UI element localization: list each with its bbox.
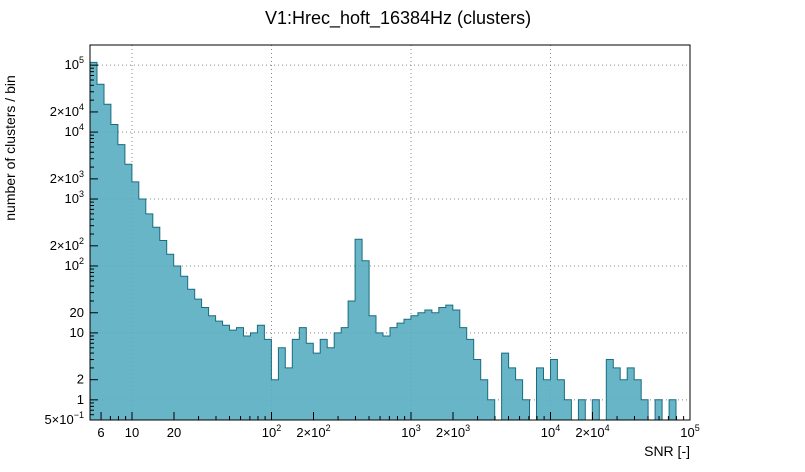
y-tick-label: 5×10−1 [44, 410, 84, 427]
plot-frame [89, 44, 691, 421]
y-tick-label: 2×102 [50, 236, 84, 253]
histogram-bars [89, 61, 690, 421]
y-tick-label: 1 [77, 392, 84, 407]
chart-layer: 6 10 20 102 2×102 103 2×103 104 2×104 1055×10−112… [44, 44, 700, 440]
y-tick-label: 10 [70, 325, 84, 340]
x-tick-label: 102 [262, 423, 281, 440]
y-axis-title: number of clusters / bin [2, 75, 18, 221]
x-tick-label: 104 [541, 423, 560, 440]
x-tick-label: 20 [167, 425, 181, 440]
plot-title: V1:Hrec_hoft_16384Hz (clusters) [265, 8, 531, 29]
y-tick-label: 2×104 [50, 102, 84, 119]
x-tick-label: 2×104 [575, 423, 609, 440]
y-tick-label: 20 [70, 305, 84, 320]
x-axis-title: SNR [-] [644, 443, 690, 459]
x-tick-label: 10 [125, 425, 139, 440]
x-tick-label: 103 [401, 423, 420, 440]
x-tick-label: 6 [97, 425, 104, 440]
y-tick-label: 103 [65, 189, 84, 206]
x-tick-label: 105 [680, 423, 699, 440]
x-tick-label: 2×102 [296, 423, 330, 440]
y-tick-label: 2×103 [50, 169, 84, 186]
y-tick-label: 104 [65, 122, 84, 139]
y-tick-label: 105 [65, 55, 84, 72]
y-tick-label: 102 [65, 256, 84, 273]
x-tick-label: 2×103 [436, 423, 470, 440]
y-tick-label: 2 [77, 372, 84, 387]
